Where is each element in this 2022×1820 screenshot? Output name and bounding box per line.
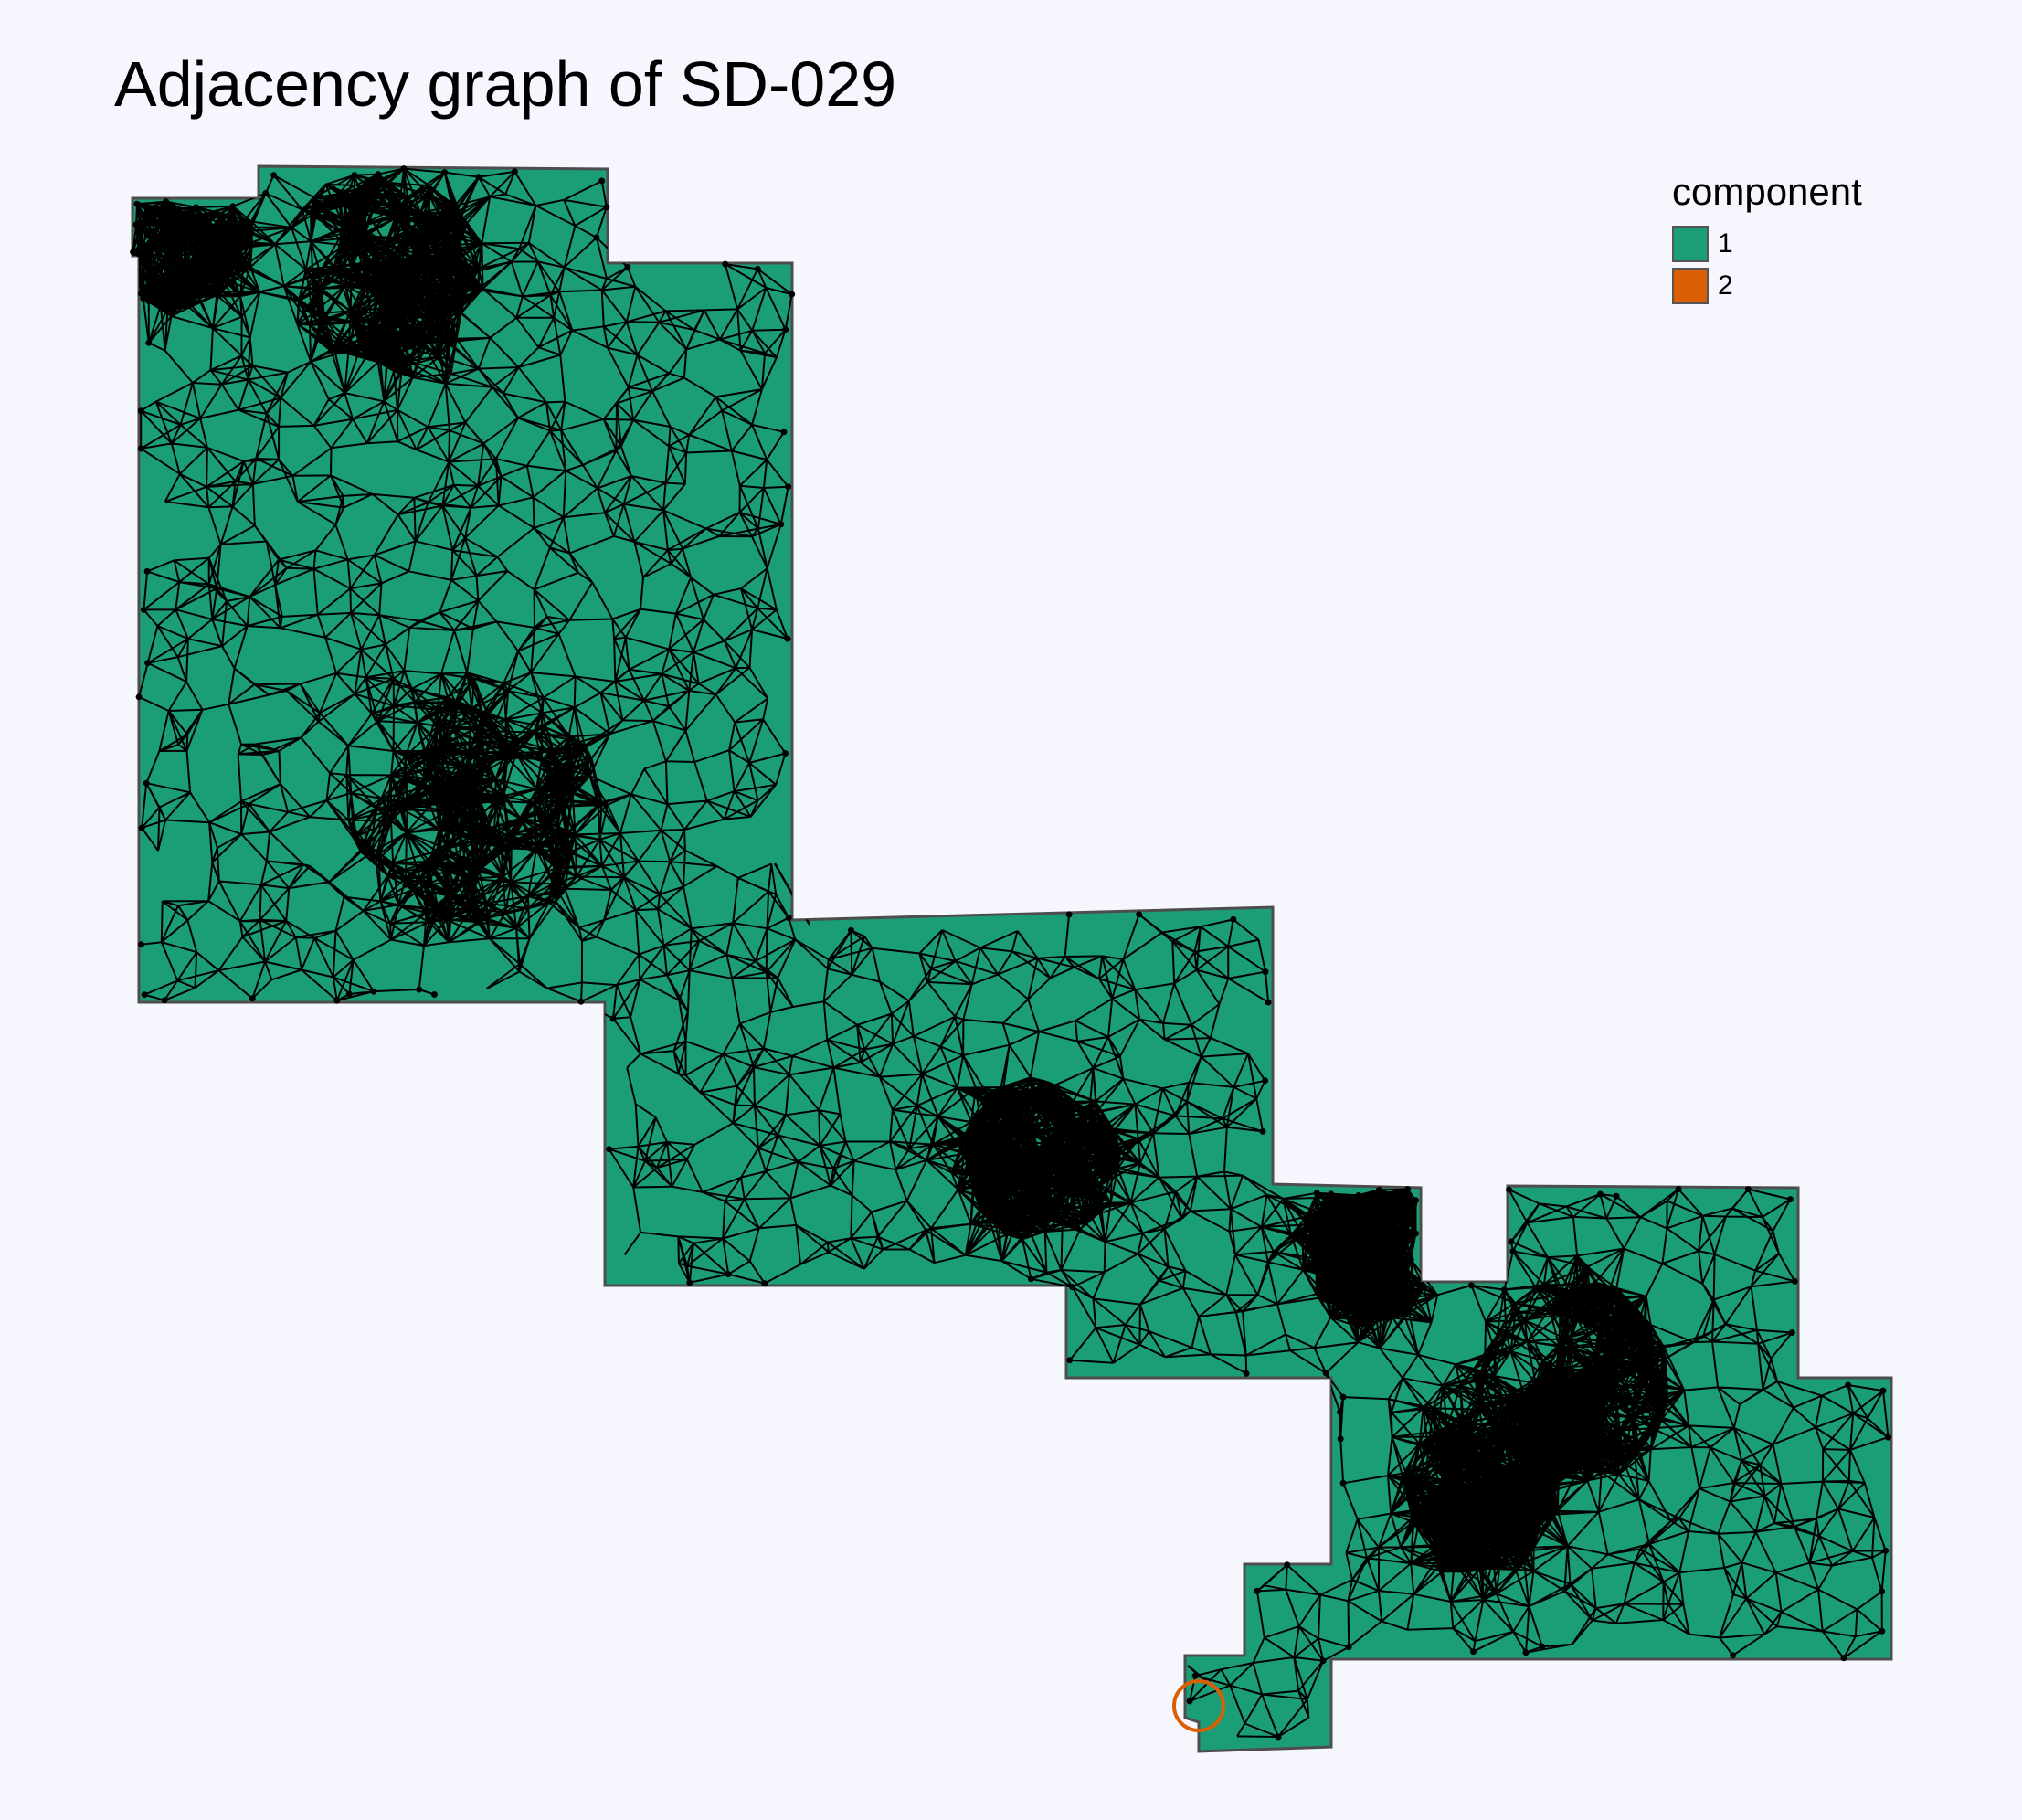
legend: component 1 2 — [1672, 170, 1862, 307]
legend-title: component — [1672, 170, 1862, 213]
legend-label-1: 1 — [1718, 228, 1733, 259]
district-region — [131, 164, 1893, 1753]
adjacency-edge-lines — [132, 167, 1890, 1738]
isolated-component-marker — [1172, 1679, 1225, 1732]
legend-swatch-2 — [1672, 268, 1709, 304]
legend-swatch-1 — [1672, 226, 1709, 262]
map-title: Adjacency graph of SD-029 — [114, 48, 897, 120]
legend-item-2: 2 — [1672, 265, 1862, 307]
legend-label-2: 2 — [1718, 270, 1733, 301]
legend-item-1: 1 — [1672, 223, 1862, 265]
